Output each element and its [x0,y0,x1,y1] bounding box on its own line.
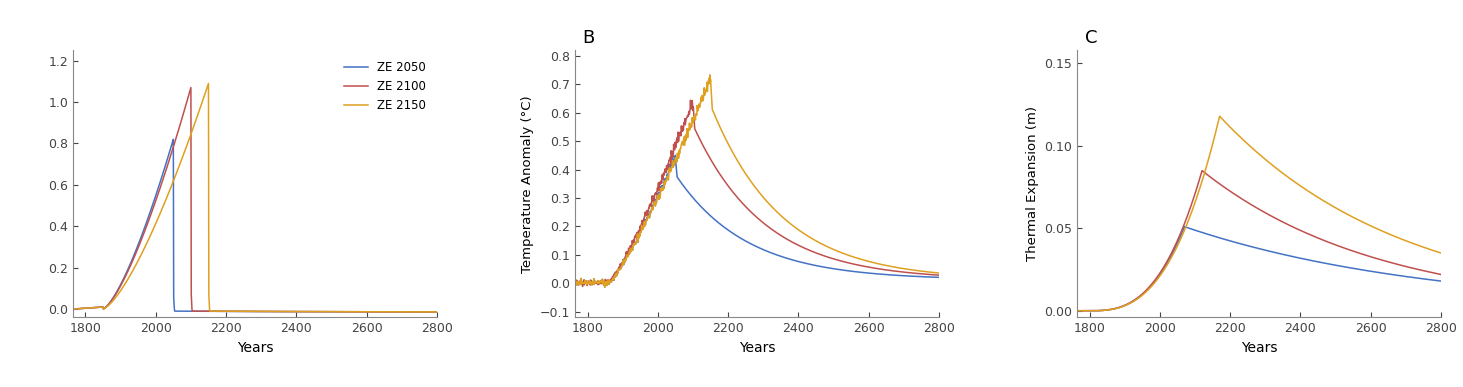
ZE 2100 [92,305,110,310]
ZE 2150 [129,260,146,265]
ZE 2050 [429,310,446,314]
ZE 2150 [119,279,136,283]
Y-axis label: Thermal Expansion (m): Thermal Expansion (m) [1026,106,1039,261]
ZE 2100 [364,310,382,314]
ZE 2050 [364,310,382,314]
Text: C: C [1084,29,1097,47]
ZE 2050 [164,137,181,142]
X-axis label: Years: Years [739,341,775,355]
ZE 2150 [429,310,446,314]
ZE 2150 [64,307,82,312]
ZE 2050 [329,310,347,314]
ZE 2050 [92,305,110,310]
ZE 2150 [364,310,382,314]
ZE 2050 [119,269,136,274]
X-axis label: Years: Years [237,341,274,355]
ZE 2050 [129,245,146,250]
X-axis label: Years: Years [1241,341,1277,355]
ZE 2100 [429,310,446,314]
ZE 2100 [64,307,82,312]
Y-axis label: Temperature Anomaly (°C): Temperature Anomaly (°C) [521,95,534,272]
ZE 2100 [111,285,129,289]
ZE 2100 [129,248,146,253]
ZE 2150 [92,305,110,310]
ZE 2100 [329,309,347,314]
Line: ZE 2150: ZE 2150 [73,84,437,312]
Line: ZE 2100: ZE 2100 [73,87,437,312]
ZE 2050 [111,284,129,288]
Text: B: B [582,29,595,47]
ZE 2150 [111,289,129,294]
ZE 2050 [64,307,82,312]
ZE 2100 [181,85,199,90]
Line: ZE 2050: ZE 2050 [73,139,437,312]
ZE 2150 [200,81,218,86]
Legend: ZE 2050, ZE 2100, ZE 2150: ZE 2050, ZE 2100, ZE 2150 [339,56,432,116]
ZE 2100 [119,271,136,276]
ZE 2150 [329,309,347,314]
